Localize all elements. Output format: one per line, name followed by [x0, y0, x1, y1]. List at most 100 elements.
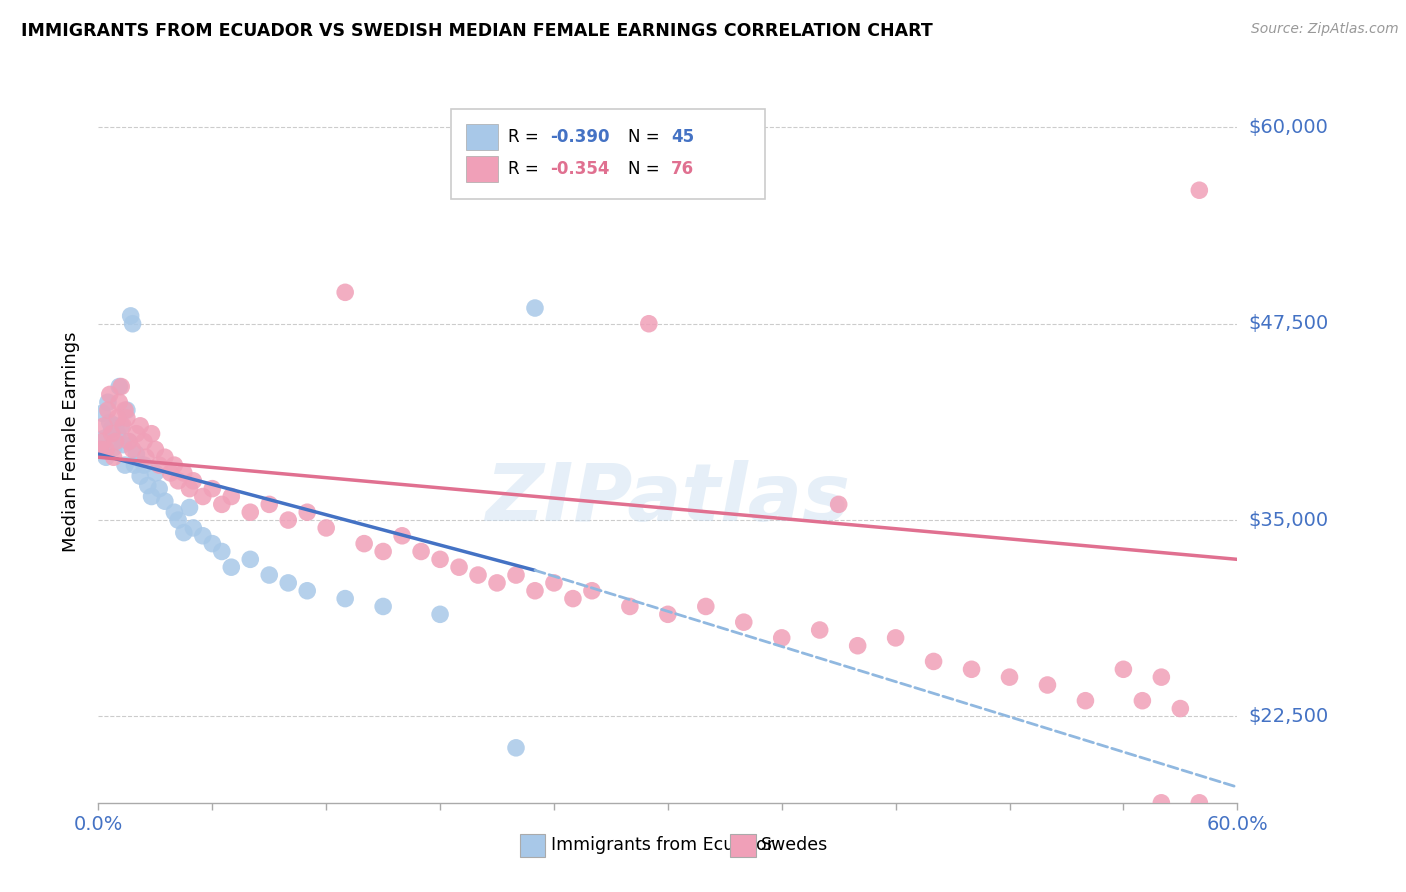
Point: [115, 411, 138, 425]
Point: [159, 466, 181, 480]
Point: [179, 482, 201, 496]
Point: [695, 599, 717, 614]
Point: [91, 406, 114, 420]
Point: [107, 411, 129, 425]
Point: [114, 458, 136, 472]
Point: [89, 442, 111, 457]
Point: [136, 478, 159, 492]
Point: [173, 525, 195, 540]
Point: [1170, 701, 1192, 715]
Point: [153, 450, 176, 465]
Text: $22,500: $22,500: [1249, 707, 1329, 726]
Point: [98, 416, 121, 430]
Text: R =: R =: [509, 128, 544, 146]
Point: [94, 450, 117, 465]
Point: [221, 560, 243, 574]
Point: [1132, 694, 1154, 708]
Point: [371, 544, 394, 558]
Point: [135, 450, 157, 465]
Point: [429, 607, 451, 622]
Text: $35,000: $35,000: [1249, 510, 1329, 530]
Point: [335, 285, 357, 300]
Point: [167, 474, 190, 488]
Point: [277, 513, 299, 527]
Text: $60,000: $60,000: [1249, 118, 1329, 136]
Point: [808, 623, 831, 637]
Y-axis label: Median Female Earnings: Median Female Earnings: [62, 331, 80, 552]
Point: [211, 544, 233, 558]
Point: [148, 458, 170, 472]
Point: [163, 458, 186, 472]
Point: [259, 497, 281, 511]
Point: [97, 395, 120, 409]
Point: [524, 583, 547, 598]
Point: [110, 418, 132, 433]
FancyBboxPatch shape: [451, 109, 765, 200]
Point: [132, 434, 155, 449]
Text: IMMIGRANTS FROM ECUADOR VS SWEDISH MEDIAN FEMALE EARNINGS CORRELATION CHART: IMMIGRANTS FROM ECUADOR VS SWEDISH MEDIA…: [21, 22, 932, 40]
Point: [145, 442, 167, 457]
Point: [148, 482, 170, 496]
Bar: [731, 834, 755, 857]
Point: [733, 615, 755, 630]
Point: [132, 458, 155, 472]
Point: [107, 426, 129, 441]
Bar: [467, 124, 498, 151]
Point: [1036, 678, 1059, 692]
Point: [353, 536, 375, 550]
Text: ZIPatlas: ZIPatlas: [485, 460, 851, 539]
Point: [505, 740, 527, 755]
Point: [411, 544, 433, 558]
Point: [145, 466, 167, 480]
Point: [1150, 670, 1173, 684]
Point: [91, 434, 114, 449]
Text: -0.390: -0.390: [551, 128, 610, 146]
Point: [637, 317, 661, 331]
Point: [543, 575, 565, 590]
Point: [201, 536, 224, 550]
Point: [277, 575, 299, 590]
Point: [163, 505, 186, 519]
Point: [960, 662, 983, 676]
Text: N =: N =: [628, 161, 665, 178]
Point: [104, 434, 127, 449]
Point: [391, 529, 413, 543]
Bar: [520, 834, 546, 857]
Point: [121, 442, 143, 457]
Point: [221, 490, 243, 504]
Text: Swedes: Swedes: [761, 837, 828, 855]
Point: [173, 466, 195, 480]
Point: [657, 607, 679, 622]
Text: Immigrants from Ecuador: Immigrants from Ecuador: [551, 837, 773, 855]
Text: 76: 76: [671, 161, 695, 178]
Point: [467, 568, 489, 582]
Point: [93, 418, 115, 433]
Point: [141, 426, 163, 441]
Point: [447, 560, 470, 574]
Point: [505, 568, 527, 582]
Point: [562, 591, 585, 606]
Point: [581, 583, 603, 598]
Point: [124, 458, 146, 472]
Point: [129, 469, 152, 483]
Point: [524, 301, 547, 315]
Point: [110, 379, 132, 393]
Point: [297, 583, 319, 598]
Point: [211, 497, 233, 511]
Text: Source: ZipAtlas.com: Source: ZipAtlas.com: [1251, 22, 1399, 37]
Point: [114, 403, 136, 417]
Point: [100, 422, 122, 436]
Text: R =: R =: [509, 161, 544, 178]
Point: [141, 490, 163, 504]
Point: [998, 670, 1021, 684]
Point: [121, 317, 143, 331]
Point: [183, 521, 205, 535]
Point: [1112, 662, 1135, 676]
Point: [239, 552, 262, 566]
Text: $47,500: $47,500: [1249, 314, 1329, 334]
Point: [259, 568, 281, 582]
Text: N =: N =: [628, 128, 665, 146]
Point: [100, 426, 122, 441]
Point: [104, 418, 127, 433]
Point: [191, 529, 214, 543]
